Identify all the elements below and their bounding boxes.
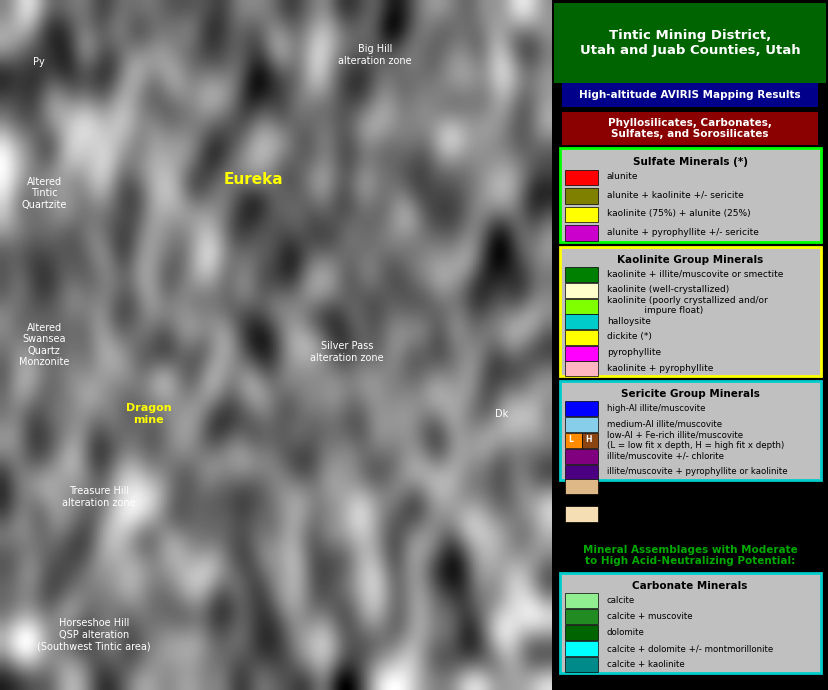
Bar — [565, 402, 598, 417]
Bar — [565, 625, 598, 640]
Text: Big Hill
alteration zone: Big Hill alteration zone — [338, 44, 412, 66]
Text: Dk: Dk — [494, 409, 508, 419]
Bar — [565, 315, 598, 330]
FancyBboxPatch shape — [561, 112, 817, 145]
Text: dolomite: dolomite — [606, 628, 644, 637]
Text: Altered
Swansea
Quartz
Monzonite: Altered Swansea Quartz Monzonite — [19, 323, 70, 367]
Text: Py: Py — [32, 57, 45, 67]
Bar — [565, 226, 598, 241]
Bar — [565, 346, 598, 361]
Text: halloysite: halloysite — [606, 317, 650, 326]
Bar — [565, 283, 598, 298]
Text: L: L — [568, 435, 572, 444]
FancyBboxPatch shape — [561, 83, 817, 107]
FancyBboxPatch shape — [559, 247, 820, 376]
Text: Sulfate Minerals (*): Sulfate Minerals (*) — [632, 157, 747, 166]
Bar — [565, 330, 598, 345]
Text: Altered
Tintic
Quartzite: Altered Tintic Quartzite — [22, 177, 67, 210]
Bar — [565, 641, 598, 656]
Text: illite/muscovite + pyrophyllite or kaolinite: illite/muscovite + pyrophyllite or kaoli… — [606, 467, 787, 476]
Bar — [565, 506, 598, 522]
Text: kaolinite (well-crystallized): kaolinite (well-crystallized) — [606, 286, 728, 295]
Bar — [565, 299, 598, 314]
Text: high-Al illite/muscovite: high-Al illite/muscovite — [606, 404, 705, 413]
Text: calcite + kaolinite: calcite + kaolinite — [606, 660, 684, 669]
Text: kaolinite (75%) + alunite (25%): kaolinite (75%) + alunite (25%) — [606, 209, 749, 218]
Text: pyrophyllite: pyrophyllite — [606, 348, 660, 357]
Text: H: H — [585, 435, 591, 444]
Bar — [565, 449, 598, 464]
Bar — [565, 479, 598, 494]
Text: Horseshoe Hill
QSP alteration
(Southwest Tintic area): Horseshoe Hill QSP alteration (Southwest… — [37, 618, 151, 651]
Text: alunite: alunite — [606, 172, 638, 181]
Text: Mineral Assemblages with Moderate
to High Acid-Neutralizing Potential:: Mineral Assemblages with Moderate to Hig… — [582, 544, 797, 566]
Text: Silver Pass
alteration zone: Silver Pass alteration zone — [310, 341, 383, 363]
Text: illite/muscovite +/- chlorite: illite/muscovite +/- chlorite — [606, 451, 723, 460]
FancyBboxPatch shape — [559, 573, 820, 673]
Text: calcite: calcite — [606, 595, 634, 604]
Bar — [581, 433, 598, 448]
FancyBboxPatch shape — [559, 148, 820, 242]
Text: montmorillonite (Ca + Na): montmorillonite (Ca + Na) — [606, 482, 720, 491]
Text: Carbonate Minerals: Carbonate Minerals — [632, 581, 747, 591]
Bar — [565, 609, 598, 624]
Text: kaolinite (poorly crystallized and/or
             impure float): kaolinite (poorly crystallized and/or im… — [606, 296, 767, 315]
Text: dickite (*): dickite (*) — [606, 333, 651, 342]
Text: High-altitude AVIRIS Mapping Results: High-altitude AVIRIS Mapping Results — [579, 90, 800, 100]
Text: Sericite Group Minerals: Sericite Group Minerals — [620, 389, 758, 399]
Bar — [565, 188, 598, 204]
Text: Dragon
mine: Dragon mine — [126, 403, 171, 425]
Text: Eureka: Eureka — [224, 172, 283, 187]
Bar — [565, 207, 598, 222]
Bar — [565, 417, 598, 432]
Text: kaolinite + pyrophyllite: kaolinite + pyrophyllite — [606, 364, 712, 373]
Bar — [565, 593, 598, 608]
Bar — [565, 362, 598, 377]
Text: medium-Al illite/muscovite: medium-Al illite/muscovite — [606, 420, 721, 428]
Text: calcite + muscovite: calcite + muscovite — [606, 612, 691, 621]
Text: Phyllosilicates, Carbonates,
Sulfates, and Sorosilicates: Phyllosilicates, Carbonates, Sulfates, a… — [608, 117, 771, 139]
Text: Kaolinite Group Minerals: Kaolinite Group Minerals — [616, 255, 763, 265]
Bar — [565, 465, 598, 480]
Bar — [565, 657, 598, 672]
Text: calcite + dolomite +/- montmorillonite: calcite + dolomite +/- montmorillonite — [606, 644, 773, 653]
Bar — [565, 170, 598, 185]
Bar — [565, 267, 598, 282]
Text: Tintic Mining District,
Utah and Juab Counties, Utah: Tintic Mining District, Utah and Juab Co… — [579, 30, 800, 57]
FancyBboxPatch shape — [553, 3, 826, 83]
Text: alunite + pyrophyllite +/- sericite: alunite + pyrophyllite +/- sericite — [606, 228, 758, 237]
Bar — [565, 433, 581, 448]
Text: kaolinite + illite/muscovite or smectite: kaolinite + illite/muscovite or smectite — [606, 270, 782, 279]
FancyBboxPatch shape — [559, 381, 820, 480]
Text: alunite + kaolinite +/- sericite: alunite + kaolinite +/- sericite — [606, 191, 743, 200]
Text: montmorillonite +/- sericite, clays, alunite
(south of County Line Ridge): montmorillonite +/- sericite, clays, alu… — [606, 504, 787, 524]
Text: Treasure Hill
alteration zone: Treasure Hill alteration zone — [62, 486, 136, 508]
Text: low-Al + Fe-rich illite/muscovite
(L = low fit x depth, H = high fit x depth): low-Al + Fe-rich illite/muscovite (L = l… — [606, 430, 783, 450]
